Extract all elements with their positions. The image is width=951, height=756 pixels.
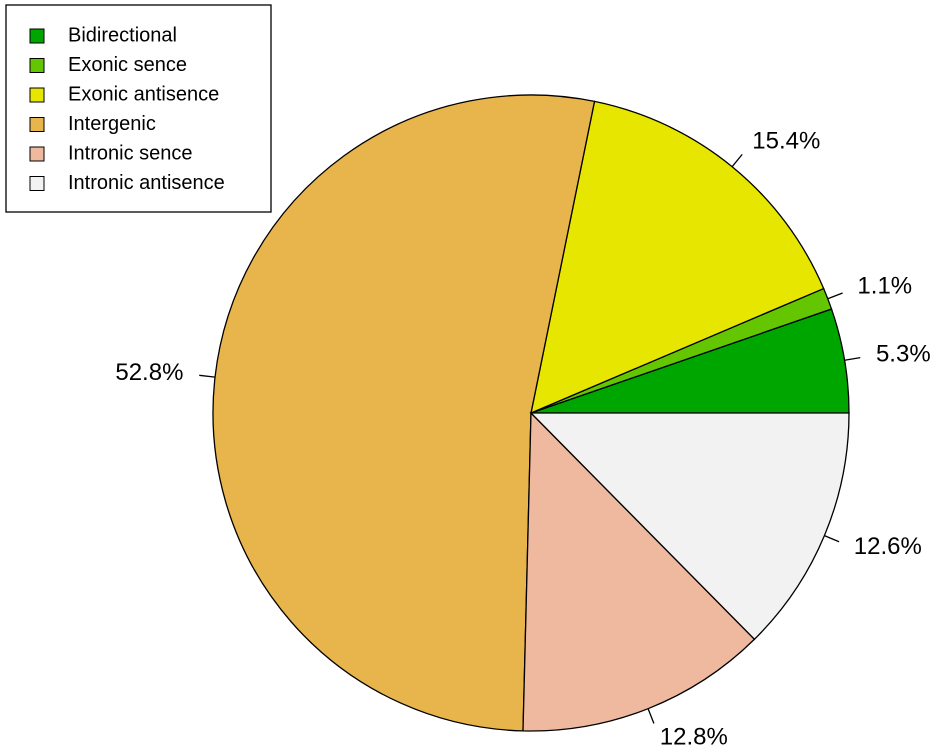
legend-label: Intergenic — [68, 113, 156, 135]
legend-swatch — [29, 58, 45, 73]
label-tick — [827, 292, 843, 300]
value-label: 12.8% — [660, 724, 728, 751]
pie-slice — [212, 94, 596, 732]
legend-swatch — [29, 87, 45, 103]
label-tick — [824, 535, 840, 543]
label-tick — [199, 374, 216, 378]
pie-slice — [529, 412, 850, 641]
legend-swatch — [29, 146, 45, 162]
legend-label: Bidirectional — [68, 24, 177, 46]
label-tick — [844, 357, 861, 361]
legend-label: Intronic antisence — [68, 172, 225, 194]
value-label: 1.1% — [857, 273, 912, 300]
label-tick — [647, 708, 655, 724]
legend-label: Exonic antisence — [68, 83, 219, 105]
legend-box — [5, 4, 272, 213]
legend-label: Intronic sence — [68, 142, 193, 164]
value-label: 12.6% — [854, 533, 922, 560]
value-label: 5.3% — [876, 340, 931, 367]
value-label: 52.8% — [115, 359, 183, 386]
value-label: 15.4% — [752, 127, 820, 154]
legend-swatch — [29, 176, 45, 191]
legend-label: Exonic sence — [68, 54, 187, 76]
label-tick — [731, 153, 743, 168]
legend-swatch — [29, 117, 45, 132]
pie-slice — [530, 100, 825, 415]
legend-swatch — [29, 28, 45, 44]
